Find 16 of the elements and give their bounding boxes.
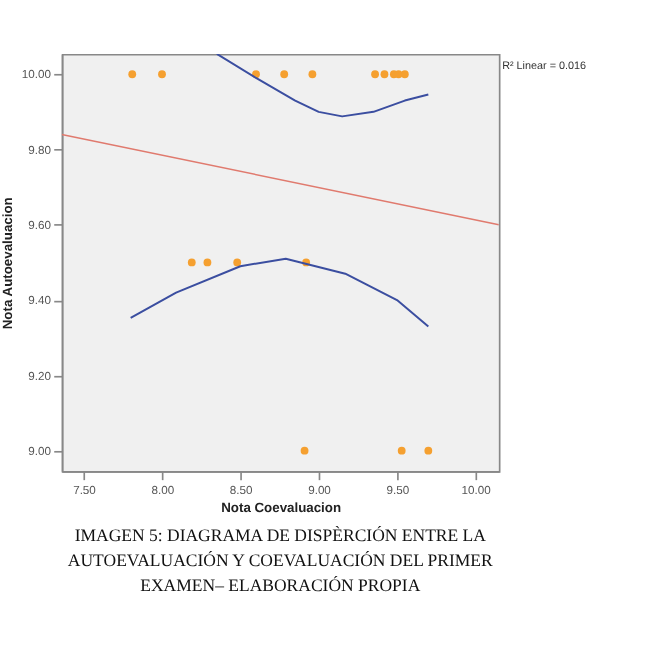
text: IMAGEN 5: DIAGRAMA DE DISPÈRCIÓN ENTRE LA AUTOEVALUACIÓN Y COEVALUACIÓN DEL PRIMER EXAMEN– ELABORACIÓN PROPIA [67,525,494,596]
point [380,70,389,79]
point [203,258,212,267]
point [400,70,409,79]
point [128,70,137,79]
point [280,70,289,79]
line-series [215,53,430,118]
point [397,446,406,455]
point [371,70,379,79]
point [158,70,166,79]
point [187,258,196,267]
point [233,258,242,267]
line-series [129,257,430,328]
point [300,446,309,455]
point [308,70,317,79]
point [424,446,433,455]
